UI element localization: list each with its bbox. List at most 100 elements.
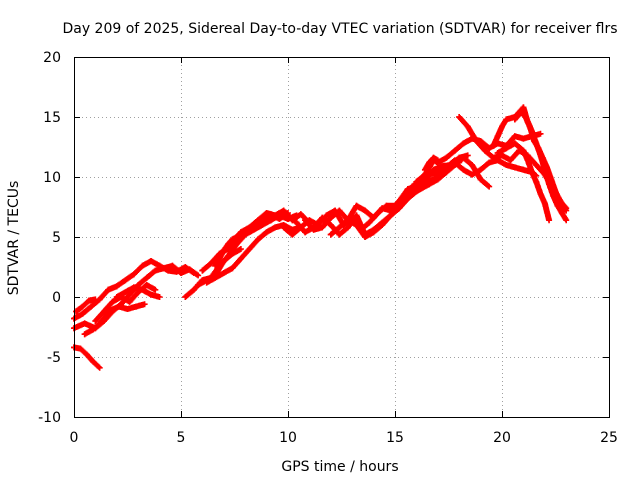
data-point [563, 207, 570, 214]
data-point [539, 154, 546, 161]
data-point [237, 255, 244, 262]
data-point [81, 331, 88, 338]
data-point [225, 241, 232, 248]
data-point [160, 265, 167, 272]
data-point [143, 282, 150, 288]
data-point [122, 289, 129, 296]
data-point [456, 114, 463, 120]
data-point [362, 234, 369, 240]
data-point [216, 255, 223, 262]
data-point [353, 222, 360, 228]
data-point [451, 147, 458, 154]
data-point [122, 277, 129, 284]
data-point [426, 181, 433, 188]
data-point [409, 190, 416, 197]
data-point [152, 267, 159, 274]
data-point [528, 169, 535, 176]
data-point [289, 231, 296, 238]
series-track-3 [73, 296, 99, 315]
data-point [503, 162, 510, 168]
series-track-12 [212, 207, 313, 269]
data-point [90, 326, 97, 333]
data-point [417, 186, 424, 192]
data-point [229, 265, 236, 272]
data-point [96, 364, 103, 371]
data-point [327, 222, 334, 228]
data-point [552, 188, 559, 195]
y-tick-label: 5 [52, 230, 61, 246]
data-point [98, 318, 105, 324]
data-point [430, 154, 437, 161]
data-point [267, 217, 274, 224]
data-point [486, 145, 493, 152]
data-point [293, 219, 300, 226]
data-point [520, 166, 527, 173]
data-point [133, 303, 140, 310]
data-series [71, 104, 570, 371]
data-point [124, 306, 131, 312]
data-point [148, 258, 155, 264]
data-point [520, 135, 527, 142]
data-point [520, 147, 527, 154]
data-point [327, 214, 334, 221]
data-point [272, 224, 279, 231]
data-point [558, 210, 565, 216]
data-point [434, 176, 441, 183]
data-point [473, 138, 480, 144]
data-point [186, 266, 193, 273]
data-point [526, 123, 533, 130]
data-point [100, 308, 107, 315]
data-point [533, 162, 540, 168]
data-point [370, 229, 377, 236]
data-point [319, 214, 326, 221]
data-point [135, 289, 142, 296]
data-point [220, 247, 227, 254]
x-tick-label: 20 [493, 430, 511, 446]
data-point [115, 303, 122, 310]
data-point [537, 130, 544, 137]
x-tick-label: 25 [600, 430, 618, 446]
data-point [327, 231, 334, 238]
data-point [520, 104, 527, 111]
data-point [451, 159, 458, 166]
data-point [319, 224, 326, 231]
data-point [195, 272, 202, 279]
data-point [246, 246, 253, 252]
series-track-11 [195, 246, 244, 288]
data-point [379, 222, 386, 228]
y-tick-label: 10 [43, 170, 61, 186]
data-point [460, 140, 467, 147]
data-point [178, 270, 184, 276]
series-track-5 [81, 301, 148, 338]
data-point [156, 294, 163, 300]
data-point [541, 200, 548, 207]
data-point [379, 205, 386, 212]
data-point [203, 277, 210, 284]
data-point [141, 301, 148, 308]
data-point [344, 217, 351, 224]
data-point [81, 320, 88, 327]
data-point [323, 212, 330, 219]
data-point [511, 140, 518, 147]
data-point [490, 154, 497, 161]
data-point [490, 142, 497, 149]
data-point [336, 231, 343, 238]
data-point [255, 236, 262, 243]
data-point [280, 224, 287, 231]
data-point [297, 211, 304, 218]
data-point [263, 229, 270, 236]
data-point [212, 262, 219, 269]
data-point [195, 282, 202, 288]
data-point [92, 296, 99, 303]
data-point [280, 207, 287, 214]
data-point [229, 250, 236, 257]
data-point [464, 123, 471, 130]
data-point [285, 212, 291, 219]
y-tick-label: -10 [38, 410, 61, 426]
data-point [353, 212, 360, 219]
data-point [494, 150, 501, 156]
data-point [190, 286, 197, 293]
data-point [464, 152, 471, 159]
data-point [255, 217, 262, 224]
